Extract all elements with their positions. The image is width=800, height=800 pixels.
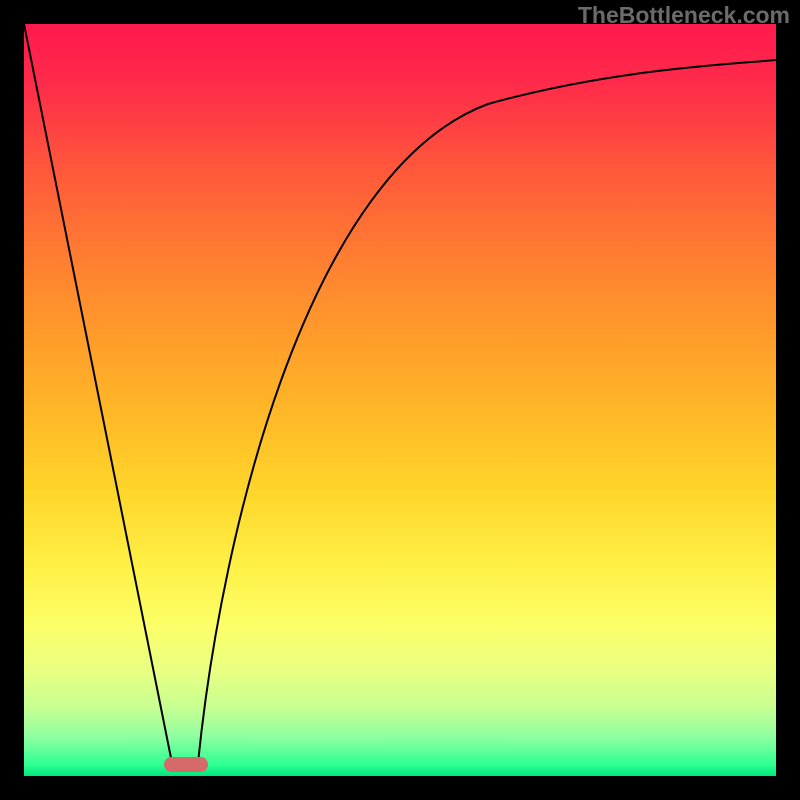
curves-layer xyxy=(0,0,800,800)
watermark-label: TheBottleneck.com xyxy=(578,2,790,28)
left-line xyxy=(24,24,172,763)
valley-marker xyxy=(164,757,208,772)
watermark-text: TheBottleneck.com xyxy=(578,2,790,29)
right-curve xyxy=(198,60,776,763)
chart-container: TheBottleneck.com xyxy=(0,0,800,800)
